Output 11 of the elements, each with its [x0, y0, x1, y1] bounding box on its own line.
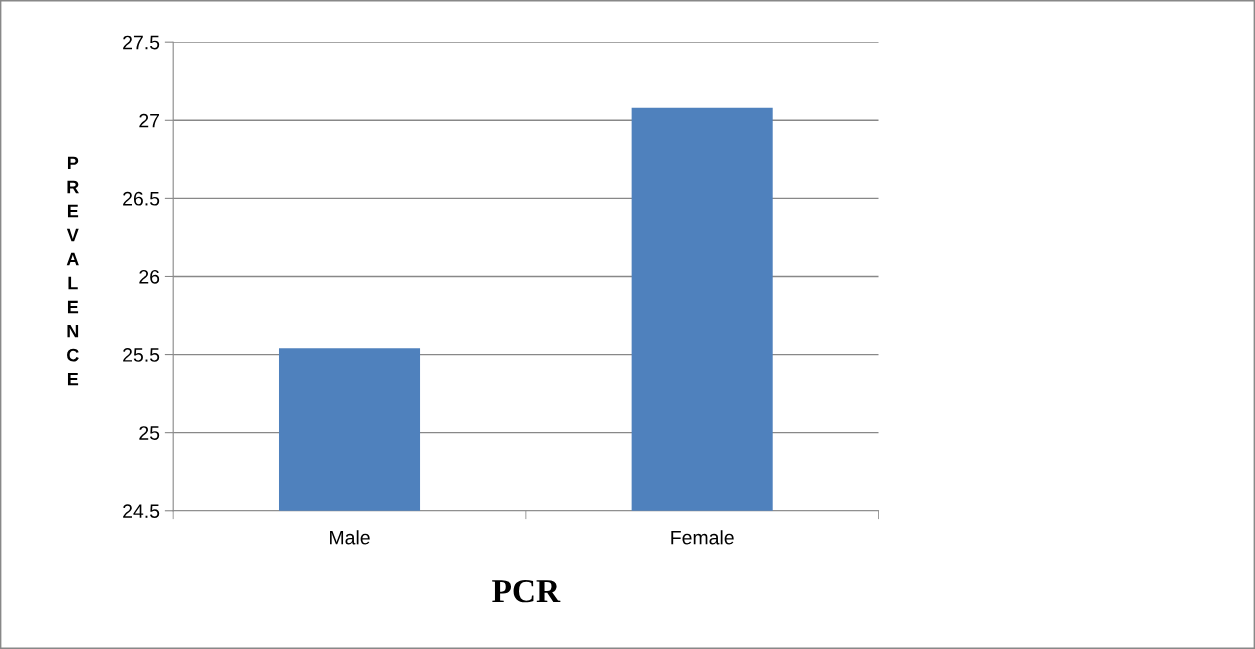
y-tick-label: 27 [139, 113, 160, 128]
y-tick-label: 26 [139, 269, 160, 284]
y-tick-label: 26.5 [123, 191, 160, 206]
x-tick-label: Female [671, 530, 734, 545]
text: PREVALENCE [66, 156, 79, 386]
y-tick-label: 25 [139, 426, 160, 440]
y-tick-label: 24.5 [123, 504, 160, 518]
x-tick-label: Male [330, 530, 370, 545]
y-tick-label: 27.5 [123, 35, 160, 50]
x-axis-title: PCR [492, 579, 561, 603]
y-tick-label: 25.5 [123, 348, 160, 362]
